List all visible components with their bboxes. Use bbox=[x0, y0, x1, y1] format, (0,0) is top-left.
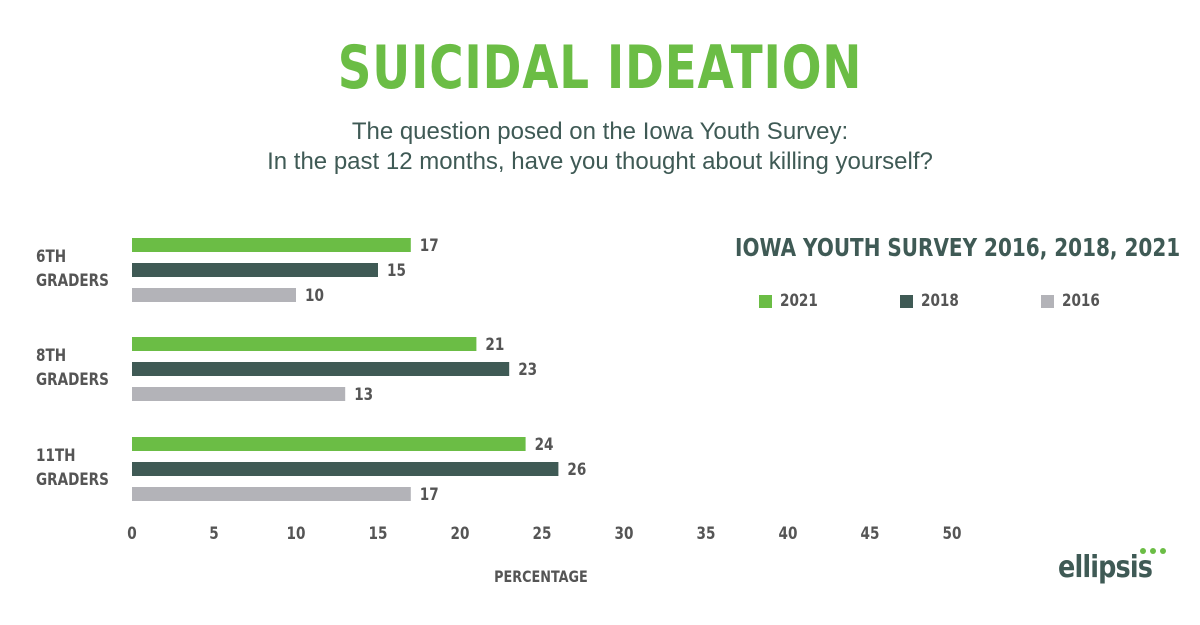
x-tick-label-20: 20 bbox=[451, 524, 470, 544]
legend-title: IOWA YOUTH SURVEY 2016, 2018, 2021 bbox=[735, 233, 1181, 262]
chart-subtitle-line-1: The question posed on the Iowa Youth Sur… bbox=[351, 118, 849, 145]
data-label-2018-2: 26 bbox=[567, 460, 586, 480]
data-label-2016-1: 13 bbox=[354, 385, 373, 405]
category-label-1-1: GRADERS bbox=[36, 370, 109, 390]
legend-swatch-2021 bbox=[759, 295, 772, 308]
category-label-2-1: GRADERS bbox=[36, 470, 109, 490]
category-label-0-1: GRADERS bbox=[36, 271, 109, 291]
logo-text: ellipsis bbox=[1058, 550, 1153, 585]
x-tick-label-15: 15 bbox=[369, 524, 388, 544]
x-tick-label-10: 10 bbox=[287, 524, 306, 544]
bar-2016-1 bbox=[132, 387, 346, 401]
x-tick-label-25: 25 bbox=[533, 524, 552, 544]
logo-dot-3 bbox=[1160, 548, 1166, 554]
x-tick-label-40: 40 bbox=[779, 524, 798, 544]
logo-dot-1 bbox=[1140, 548, 1146, 554]
data-label-2018-0: 15 bbox=[387, 261, 406, 281]
x-tick-label-5: 5 bbox=[209, 524, 218, 544]
legend-label-2021: 2021 bbox=[780, 291, 818, 311]
x-tick-label-30: 30 bbox=[615, 524, 634, 544]
legend-label-2016: 2016 bbox=[1062, 291, 1100, 311]
category-label-1-0: 8TH bbox=[36, 346, 66, 366]
bar-2021-2 bbox=[132, 437, 526, 451]
data-label-2018-1: 23 bbox=[518, 360, 537, 380]
logo-dot-2 bbox=[1150, 548, 1156, 554]
x-tick-label-45: 45 bbox=[861, 524, 880, 544]
legend-swatch-2018 bbox=[900, 295, 913, 308]
legend-swatch-2016 bbox=[1041, 295, 1054, 308]
bar-2021-0 bbox=[132, 238, 411, 252]
bar-2018-2 bbox=[132, 462, 559, 476]
data-label-2021-1: 21 bbox=[485, 335, 504, 355]
data-label-2021-0: 17 bbox=[420, 236, 439, 256]
bar-2016-2 bbox=[132, 487, 411, 501]
legend-label-2018: 2018 bbox=[921, 291, 959, 311]
x-tick-label-0: 0 bbox=[127, 524, 136, 544]
ellipsis-logo: ellipsis bbox=[1058, 548, 1168, 598]
x-tick-label-50: 50 bbox=[943, 524, 962, 544]
chart-subtitle-line-2: In the past 12 months, have you thought … bbox=[267, 148, 933, 175]
x-tick-label-35: 35 bbox=[697, 524, 716, 544]
bar-2021-1 bbox=[132, 337, 477, 351]
bar-2016-0 bbox=[132, 288, 296, 302]
bar-2018-1 bbox=[132, 362, 510, 376]
bar-2018-0 bbox=[132, 263, 378, 277]
category-label-2-0: 11TH bbox=[36, 446, 76, 466]
category-label-0-0: 6TH bbox=[36, 247, 66, 267]
data-label-2016-2: 17 bbox=[420, 485, 439, 505]
data-label-2021-2: 24 bbox=[535, 435, 554, 455]
data-label-2016-0: 10 bbox=[305, 286, 324, 306]
chart-title: SUICIDAL IDEATION bbox=[337, 33, 863, 103]
x-axis-label: PERCENTAGE bbox=[494, 569, 588, 587]
